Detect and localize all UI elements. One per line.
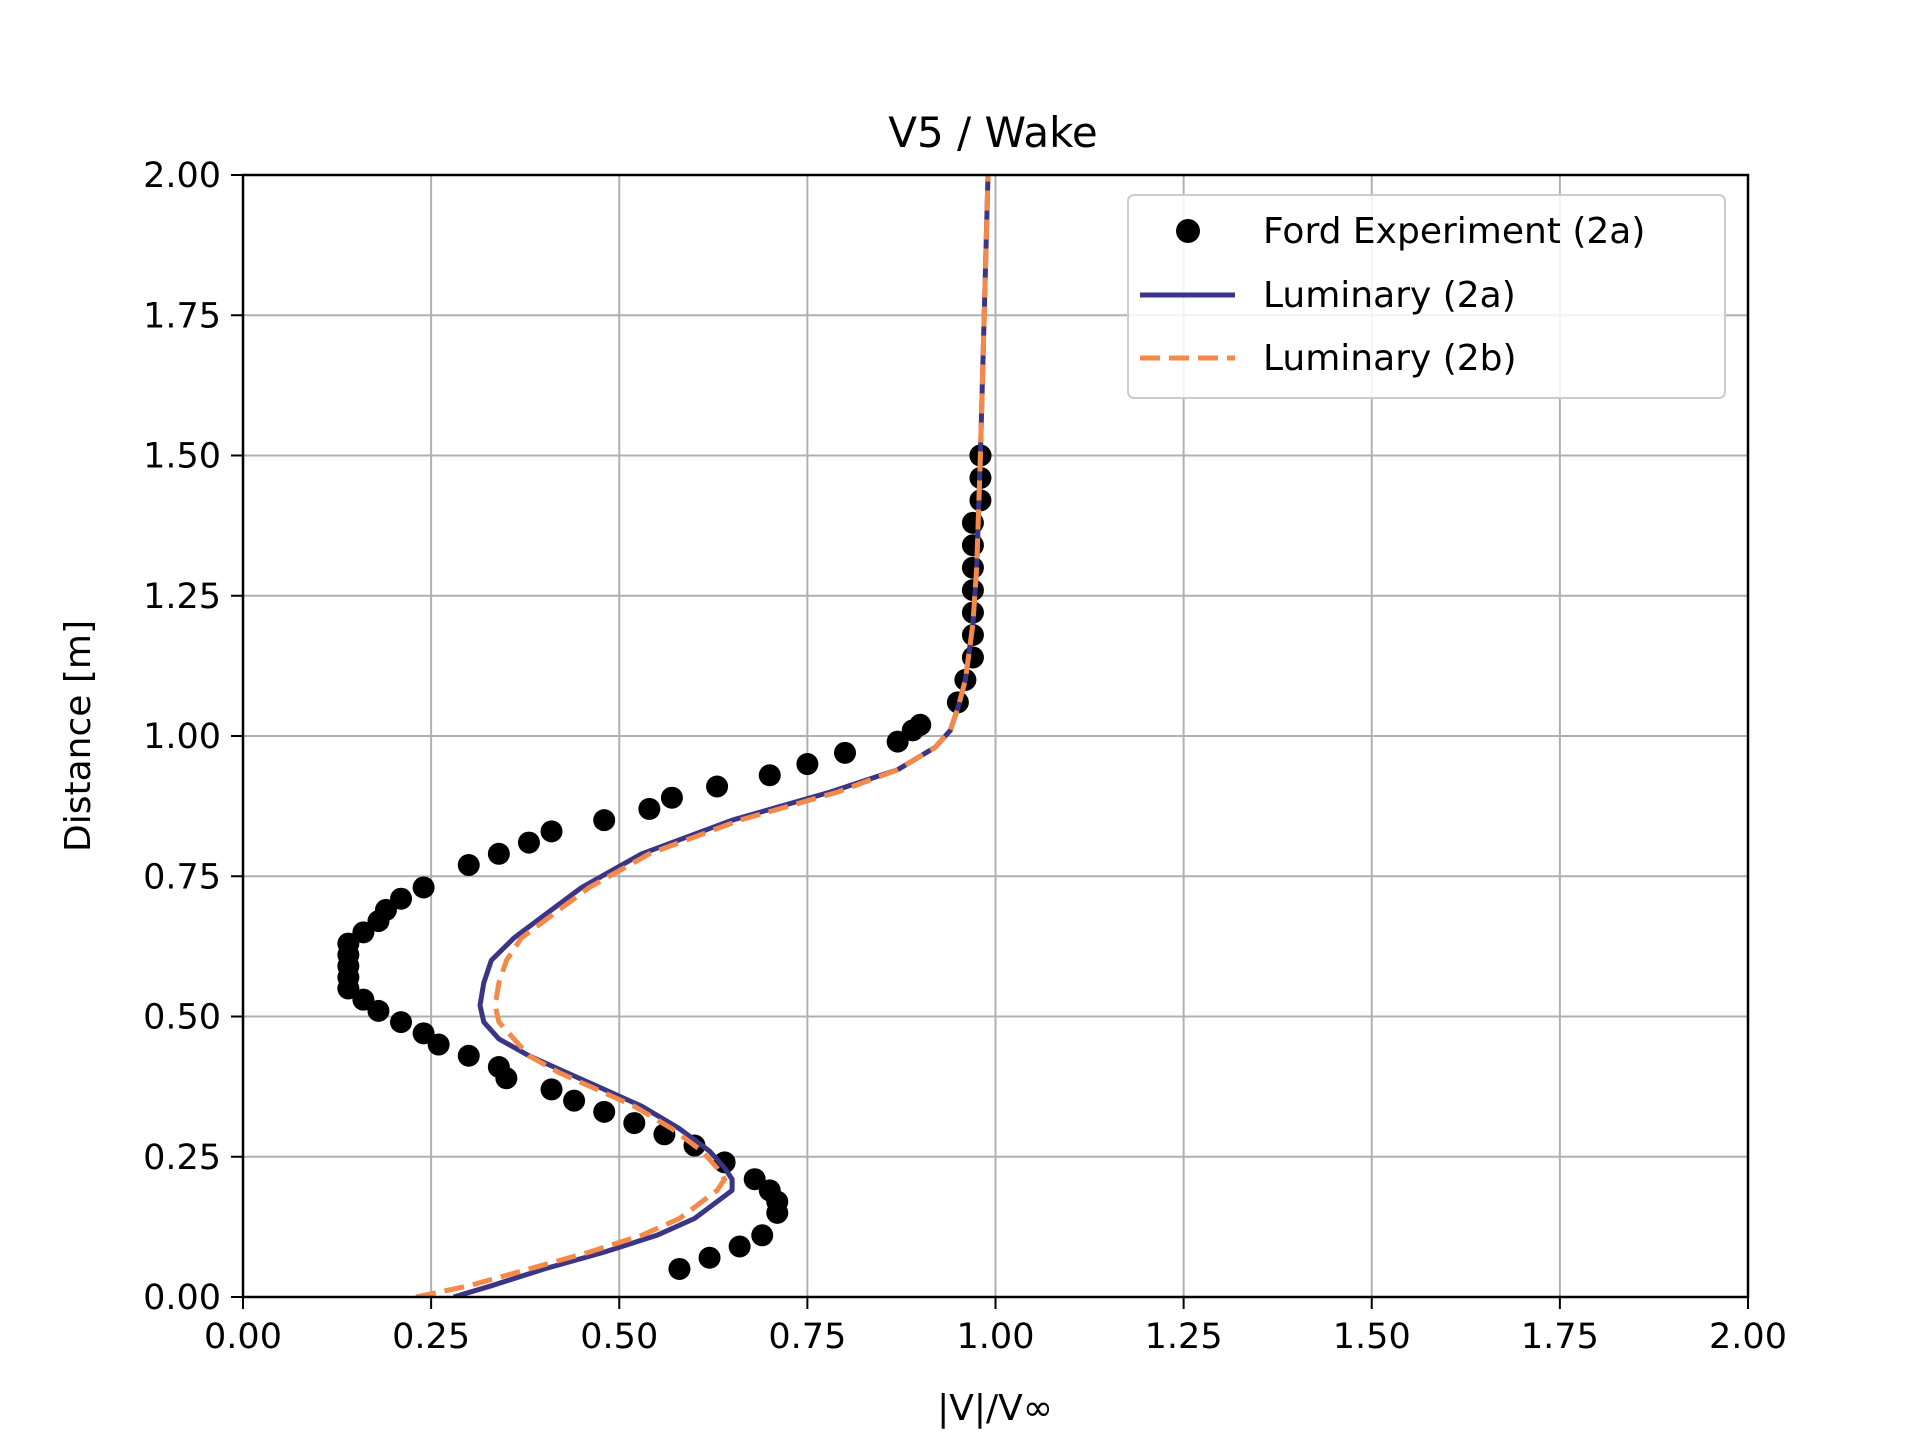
ford-data-point bbox=[390, 887, 413, 910]
ford-data-point bbox=[593, 809, 616, 832]
x-tick-label: 1.25 bbox=[1145, 1317, 1223, 1357]
ford-data-point bbox=[834, 741, 856, 764]
ford-data-point bbox=[367, 999, 390, 1022]
ford-data-point bbox=[698, 1246, 721, 1269]
ticks: 0.00 0.25 0.50 0.75 1.00 1.25 1.50 1.75 2.00 0.00… bbox=[143, 156, 1787, 1357]
ford-data-point bbox=[728, 1235, 751, 1258]
x-tick-label: 2.00 bbox=[1709, 1317, 1787, 1357]
legend-box bbox=[1127, 194, 1726, 399]
ford-data-point bbox=[487, 1055, 510, 1078]
y-tick-label: 2.00 bbox=[143, 156, 221, 196]
ford-data-point bbox=[352, 988, 375, 1011]
ford-data-point bbox=[390, 1011, 413, 1034]
ford-data-point bbox=[743, 1168, 766, 1191]
y-tick-label: 1.00 bbox=[143, 717, 221, 757]
ford-data-point bbox=[909, 713, 932, 736]
legend-marker-ford bbox=[1176, 219, 1200, 243]
ford-data-point bbox=[352, 921, 375, 944]
ford-data-point bbox=[593, 1100, 616, 1123]
legend: Ford Experiment (2a) Luminary (2a) Lumin… bbox=[1127, 194, 1726, 399]
x-tick-label: 0.00 bbox=[204, 1317, 282, 1357]
x-tick-label: 1.00 bbox=[957, 1317, 1035, 1357]
ford-data-point bbox=[638, 797, 661, 820]
legend-label-luminary-2a: Luminary (2a) bbox=[1263, 275, 1516, 316]
series-layer bbox=[337, 175, 992, 1297]
chart-title: V5 / Wake bbox=[888, 108, 1098, 157]
ford-data-point bbox=[758, 764, 781, 787]
y-tick-label: 1.75 bbox=[143, 296, 221, 336]
ford-data-point bbox=[961, 556, 984, 579]
x-tick-label: 1.50 bbox=[1333, 1317, 1411, 1357]
ford-data-point bbox=[751, 1224, 774, 1247]
y-axis-label: Distance [m] bbox=[58, 620, 99, 852]
ford-data-point bbox=[563, 1089, 586, 1112]
ford-data-point bbox=[660, 786, 683, 809]
legend-label-luminary-2b: Luminary (2b) bbox=[1263, 338, 1517, 379]
ford-data-point bbox=[540, 820, 563, 843]
y-tick-label: 0.75 bbox=[143, 857, 221, 897]
ford-data-point bbox=[487, 842, 510, 865]
ford-data-point bbox=[668, 1257, 691, 1280]
series-line-luminary-2b bbox=[415, 175, 991, 1297]
y-tick-label: 0.00 bbox=[143, 1278, 221, 1318]
y-tick-label: 1.25 bbox=[143, 577, 221, 617]
x-tick-label: 0.75 bbox=[768, 1317, 846, 1357]
x-tick-label: 1.75 bbox=[1521, 1317, 1599, 1357]
ford-data-point bbox=[427, 1033, 450, 1056]
legend-label-ford: Ford Experiment (2a) bbox=[1263, 211, 1645, 252]
ford-data-point bbox=[412, 876, 435, 899]
ford-data-point bbox=[517, 831, 540, 854]
x-tick-label: 0.25 bbox=[392, 1317, 470, 1357]
y-tick-label: 0.25 bbox=[143, 1138, 221, 1178]
ford-data-point bbox=[337, 932, 360, 955]
ford-data-point bbox=[540, 1078, 563, 1101]
ford-data-point bbox=[796, 753, 819, 776]
ford-data-point bbox=[412, 1022, 435, 1045]
ford-data-point bbox=[374, 898, 397, 921]
ford-data-point bbox=[623, 1112, 646, 1135]
ford-data-point bbox=[706, 775, 729, 798]
y-tick-label: 0.50 bbox=[143, 998, 221, 1038]
series-line-luminary-2a bbox=[452, 175, 991, 1297]
x-tick-label: 0.50 bbox=[580, 1317, 658, 1357]
ford-data-point bbox=[961, 534, 984, 557]
y-tick-label: 1.50 bbox=[143, 437, 221, 477]
ford-data-point bbox=[457, 1044, 480, 1067]
ford-data-point bbox=[886, 730, 909, 753]
ford-data-point bbox=[758, 1179, 781, 1202]
x-axis-label: |V|/V∞ bbox=[937, 1388, 1053, 1429]
ford-data-point bbox=[457, 854, 480, 877]
